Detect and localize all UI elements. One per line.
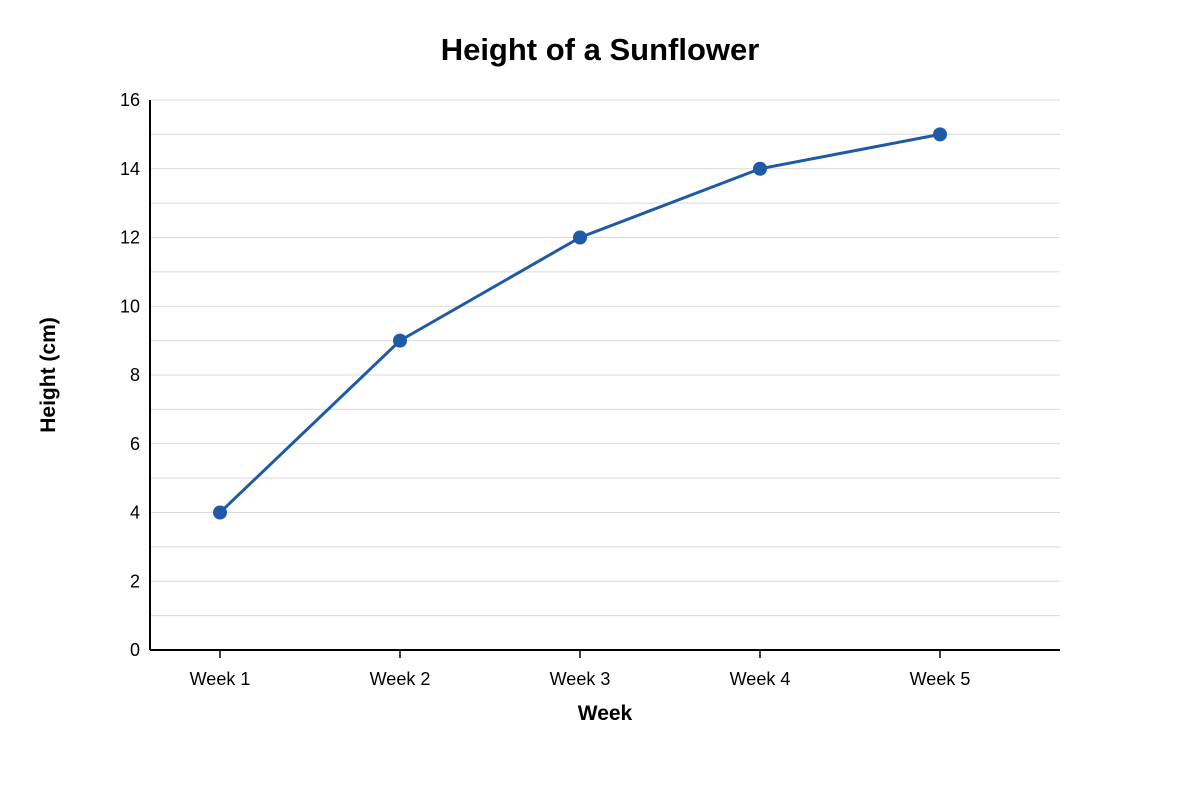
x-tick-label: Week 1 [190,669,251,689]
tick-labels: 0 2 4 6 8 10 12 14 16 Week 1 Week 2 Week 3 Week 4 Wee… [120,90,970,689]
y-tick-label: 4 [130,503,140,523]
x-tick-label: Week 5 [910,669,971,689]
y-tick-label: 10 [120,296,140,316]
series [213,127,947,520]
y-tick-label: 6 [130,434,140,454]
y-tick-label: 14 [120,159,140,179]
data-point [213,505,227,520]
data-point [933,127,947,142]
y-tick-label: 2 [130,571,140,591]
y-tick-label: 8 [130,365,140,385]
y-tick-label: 16 [120,90,140,110]
y-tick-label: 12 [120,228,140,248]
grid-lines [150,99,1060,617]
data-point [393,333,407,348]
data-point [753,161,767,176]
axes [149,100,1060,658]
data-point [573,230,587,245]
x-axis-title: Week [578,702,633,725]
y-tick-label: 0 [130,640,140,660]
x-tick-label: Week 4 [730,669,791,689]
y-axis-title: Height (cm) [37,317,60,433]
x-tick-label: Week 3 [550,669,611,689]
chart-title: Height of a Sunflower [441,32,760,67]
series-line [218,132,941,514]
x-tick-label: Week 2 [370,669,431,689]
